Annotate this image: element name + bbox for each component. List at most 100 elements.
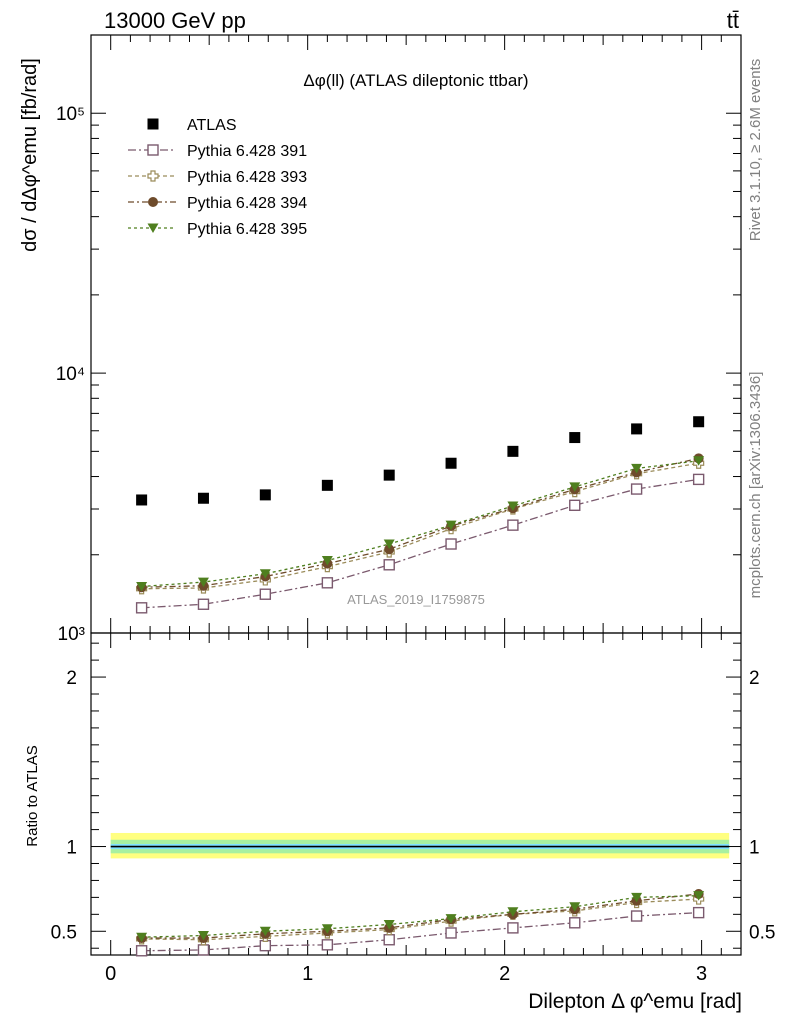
main-series-line [141,462,699,590]
main-data-point [445,457,457,469]
main-data-point [507,501,519,512]
ratio-ytick-label: 2 [66,668,77,689]
main-data-point [569,432,581,444]
main-data-point [631,423,643,435]
ratio-data-point [569,917,581,929]
main-data-point [445,538,457,550]
main-series-line [141,478,699,609]
main-data-point [569,482,581,492]
main-data-point [383,539,395,550]
ratio-series [135,888,705,957]
main-data-point [445,520,457,531]
legend-label: Pythia 6.428 394 [187,195,307,212]
legend-label: Pythia 6.428 393 [187,169,307,186]
ratio-series [135,906,705,957]
process-label: tt̄ [727,8,739,33]
main-data-point [197,492,209,504]
main-data-point [692,473,705,486]
ratio-xlabel: Dilepton Δ φ^emu [rad] [528,990,742,1013]
ratio-data-point [445,914,457,924]
main-data-point [135,602,148,614]
ratio-data-point [135,945,148,957]
ratio-data-point [383,934,395,946]
main-ylabel: dσ / dΔφ^emu [fb/rad] [19,58,41,252]
ratio-series [136,891,705,943]
ratio-ytick-label: 1 [66,838,77,859]
ratio-ytick-label-right: 2 [749,668,760,689]
ratio-series [136,888,704,944]
ratio-data-point [197,931,209,941]
legend-marker [147,144,159,156]
legend-label: Pythia 6.428 395 [187,221,307,238]
ratio-data-point [507,922,519,934]
ratio-data-point [693,891,705,901]
main-ytick-label: 10³ [58,624,85,645]
ratio-xtick-label: 0 [105,963,116,985]
main-data-point [693,456,705,466]
ratio-bands [110,832,730,859]
ratio-axis-ticks: 0.5 0.5 1 1 2 2 0 1 2 3 [51,633,775,985]
ratio-ytick-label-right: 0.5 [749,922,775,943]
main-data-point [507,445,519,457]
main-series [136,456,705,592]
main-data-point [384,544,395,555]
main-panel: 10³ 10⁴ 10⁵ Δφ(ll) (ATLAS dileptonic ttbar… [56,34,742,645]
main-data-point [197,598,210,610]
ratio-data-point [321,939,334,951]
main-data-point [630,483,643,495]
mcplots-label: mcplots.cern.ch [arXiv:1306.3436] [747,372,764,599]
ratio-ytick-label-right: 1 [749,838,760,859]
main-series [135,473,705,614]
ratio-ylabel: Ratio to ATLAS [24,745,41,846]
ratio-panel: 0.5 0.5 1 1 2 2 0 1 2 3 [51,632,775,985]
ratio-series-line [141,911,699,952]
main-data-point [259,588,272,600]
ratio-data-point [321,924,333,934]
ratio-data-point [630,910,643,922]
main-data-point [631,463,643,474]
legend: ATLAS Pythia 6.428 391 Pythia 6.428 393 Pyt… [128,117,307,238]
main-series [136,453,704,593]
main-ytick-label: 10⁵ [56,104,85,125]
legend-marker [147,223,159,233]
main-axis-ticks: 10³ 10⁴ 10⁵ [56,34,742,645]
main-data-point [136,581,148,592]
main-series-line [141,457,699,588]
legend-marker [148,197,158,207]
ratio-data-point [445,927,457,939]
ratio-xtick-label: 2 [499,963,510,985]
legend-entry: Pythia 6.428 394 [128,195,307,212]
legend-entry: ATLAS [147,117,237,134]
ratio-series-line [141,898,699,941]
main-data-point [383,469,395,481]
rivet-label: Rivet 3.1.10, ≥ 2.6M events [747,59,764,242]
main-data-point [321,556,333,566]
main-data-point [507,519,519,531]
legend-entry: Pythia 6.428 395 [128,221,307,238]
main-series [136,457,705,595]
ratio-series-line [141,893,699,939]
main-data-point [569,499,581,512]
ratio-data-point [507,907,519,917]
ratio-series-line [141,895,699,938]
legend-label: Pythia 6.428 391 [187,143,307,160]
energy-label: 13000 GeV pp [104,8,246,33]
ratio-frame [90,632,742,956]
ratio-data-point [692,906,705,919]
ratio-data-point [569,902,581,912]
legend-marker [147,118,159,130]
ratio-xtick-label: 1 [302,963,313,985]
ratio-ytick-label: 0.5 [51,922,77,943]
main-data-point [693,416,705,428]
legend-marker [147,170,159,182]
plot-title: Δφ(ll) (ATLAS dileptonic ttbar) [303,71,528,90]
main-data-point [259,569,271,579]
main-data-point [321,479,333,491]
ratio-data-point [136,932,148,943]
main-series-line [141,460,699,588]
legend-label: ATLAS [187,117,237,134]
ratio-data-point [197,944,210,956]
main-data-point [197,577,209,588]
main-data-point [259,489,271,501]
